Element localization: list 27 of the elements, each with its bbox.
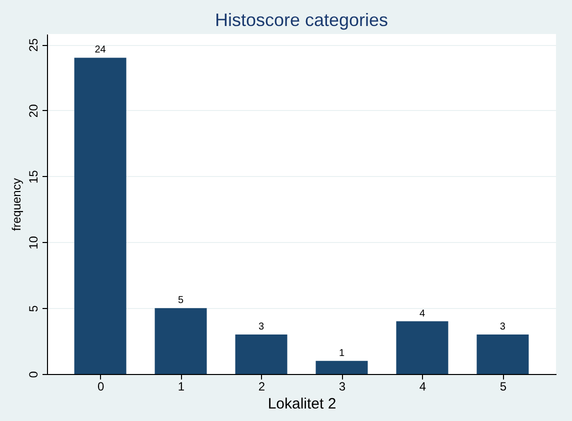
bar xyxy=(235,334,288,374)
y-tick-label: 5 xyxy=(26,304,40,312)
x-tick-label: 1 xyxy=(178,380,185,394)
y-tick-label: 25 xyxy=(26,38,40,52)
x-tick-label: 2 xyxy=(258,380,266,394)
y-tick-label: 15 xyxy=(26,170,40,184)
bar xyxy=(154,308,207,374)
y-tick-label: 20 xyxy=(26,104,40,118)
data-label: 3 xyxy=(258,321,264,332)
y-tick-label: 10 xyxy=(26,236,40,250)
x-axis-title: Lokalitet 2 xyxy=(268,396,336,412)
bar xyxy=(396,321,448,374)
y-tick-label: 0 xyxy=(26,370,40,378)
data-label: 3 xyxy=(500,321,506,332)
data-label: 24 xyxy=(94,44,106,56)
chart-title: Histoscore categories xyxy=(214,10,388,30)
x-tick-label: 3 xyxy=(338,380,346,394)
bar xyxy=(476,334,529,374)
x-tick-label: 4 xyxy=(419,380,426,394)
data-label: 1 xyxy=(338,348,345,359)
y-axis-title: frequency xyxy=(10,178,24,231)
data-label: 5 xyxy=(178,295,184,306)
x-tick-label: 0 xyxy=(97,380,104,394)
x-tick-label: 5 xyxy=(500,380,507,394)
bar xyxy=(74,58,126,374)
bar xyxy=(316,360,368,374)
data-label: 4 xyxy=(419,308,426,320)
